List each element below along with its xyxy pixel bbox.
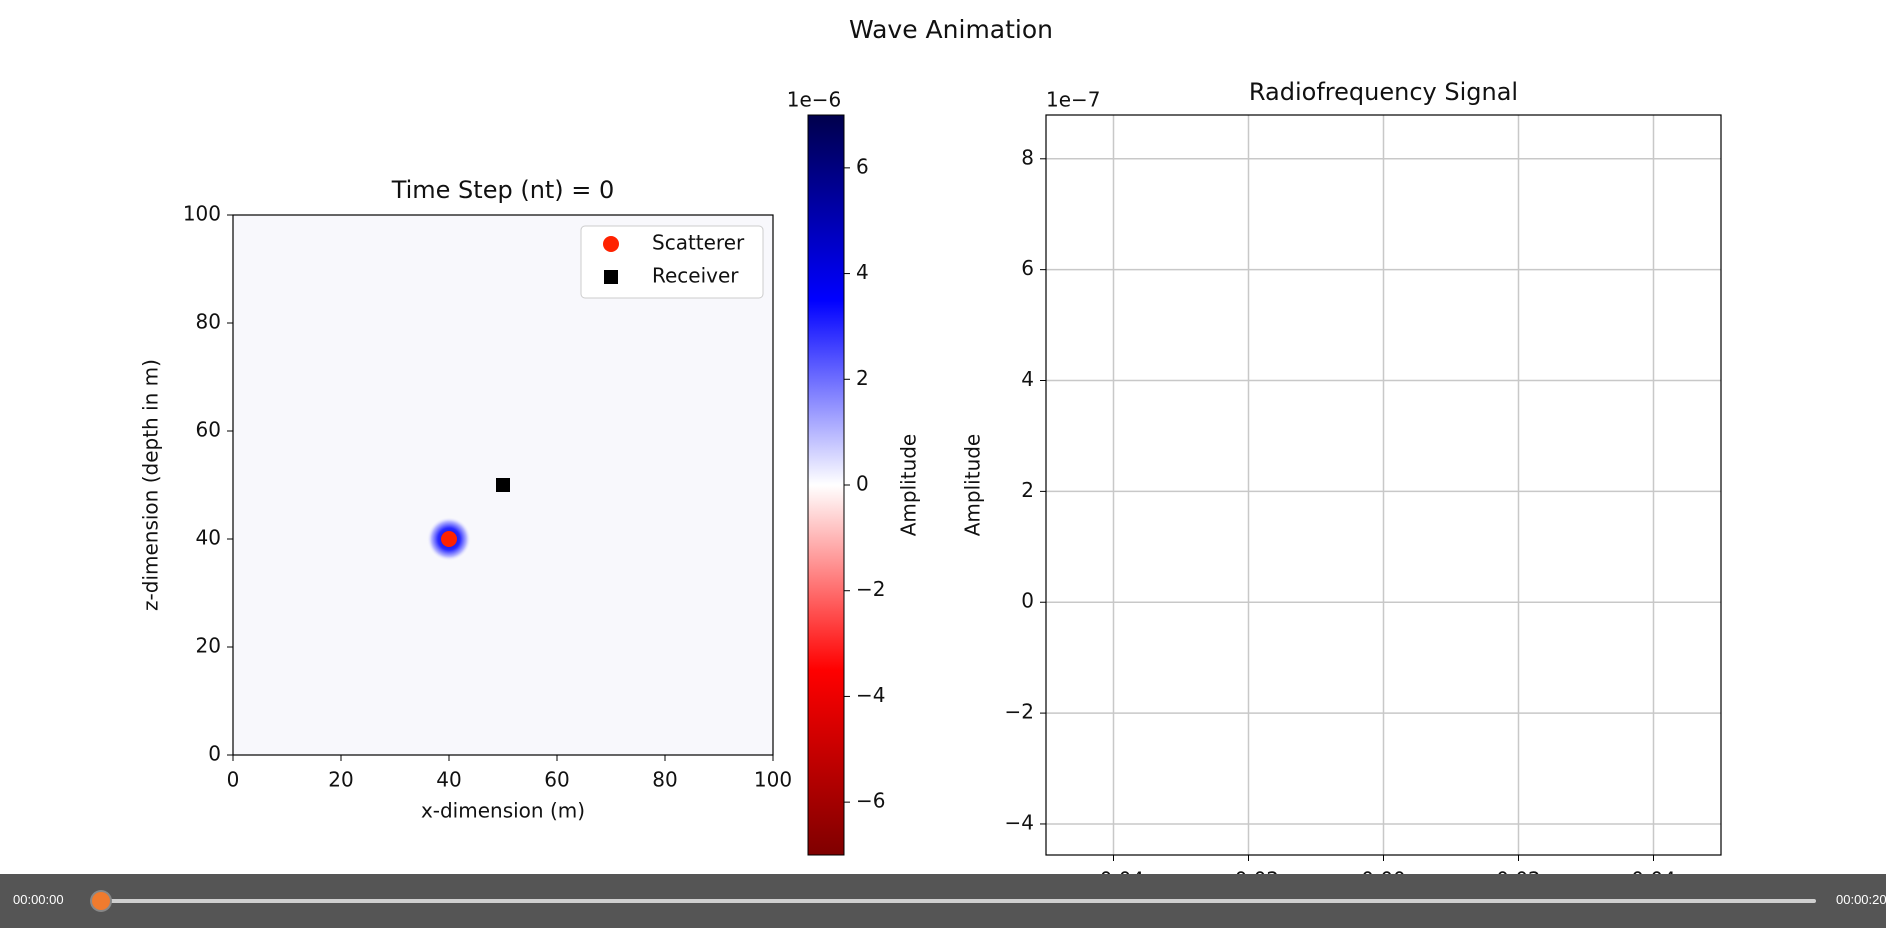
colorbar-offset: 1e−6	[787, 88, 842, 112]
x-tick-label: 100	[754, 768, 792, 792]
x-axis-label: x-dimension (m)	[421, 799, 585, 823]
legend-label: Scatterer	[652, 231, 745, 255]
current-time: 00:00:00	[13, 892, 64, 907]
scatterer	[441, 531, 457, 547]
figure-title: Wave Animation	[849, 15, 1053, 44]
y-tick-label: 0	[208, 742, 221, 766]
x-tick-label: 40	[436, 768, 461, 792]
legend-box	[580, 225, 764, 299]
receiver	[496, 478, 510, 492]
y-tick-label: −2	[1005, 700, 1034, 724]
x-tick-label: 0.00	[1361, 868, 1406, 875]
y-tick-label: 4	[1021, 367, 1034, 391]
y-offset-label: 1e−7	[1046, 88, 1101, 112]
y-tick-label: 2	[1021, 478, 1034, 502]
colorbar-tick-label: 0	[856, 472, 869, 496]
y-tick-label: 40	[196, 526, 221, 550]
colorbar-tick-label: 4	[856, 260, 869, 284]
y-tick-label: 20	[196, 634, 221, 658]
y-tick-label: 60	[196, 418, 221, 442]
colorbar-tick-label: 6	[856, 154, 869, 178]
legend-marker	[604, 270, 618, 284]
axes-frame	[1045, 114, 1722, 856]
x-tick-label: −0.02	[1218, 868, 1279, 875]
x-tick-label: 80	[652, 768, 677, 792]
colorbar	[807, 114, 845, 856]
axes-title: Time Step (nt) = 0	[391, 176, 615, 204]
axes-title: Radiofrequency Signal	[1249, 78, 1518, 106]
figure: Wave Animation 0 20 40 60 80 100020406080100T…	[139, 15, 1722, 875]
y-tick-label: −4	[1005, 810, 1034, 834]
x-tick-label: −0.04	[1083, 868, 1144, 875]
colorbar-tick-label: −6	[856, 789, 885, 813]
seek-knob[interactable]	[92, 892, 110, 910]
y-tick-label: 100	[183, 202, 221, 226]
y-tick-label: 80	[196, 310, 221, 334]
y-tick-label: 6	[1021, 256, 1034, 280]
legend-label: Receiver	[652, 264, 739, 288]
seek-bar[interactable]	[101, 899, 1816, 903]
colorbar-tick-label: 2	[856, 366, 869, 390]
y-tick-label: 0	[1021, 589, 1034, 613]
x-tick-label: 0.02	[1496, 868, 1541, 875]
y-axis-label: z-dimension (depth in m)	[139, 359, 163, 611]
end-time: 00:00:20	[1836, 892, 1886, 907]
colorbar-tick-label: −4	[856, 683, 885, 707]
video-player: 00:00:00 00:00:20	[0, 874, 1886, 928]
x-tick-label: 20	[328, 768, 353, 792]
y-tick-label: 8	[1021, 145, 1034, 169]
legend-marker	[603, 236, 619, 252]
x-tick-label: 0	[227, 768, 240, 792]
axes-frame	[232, 214, 774, 756]
colorbar-tick-label: −2	[856, 577, 885, 601]
x-tick-label: 0.04	[1631, 868, 1676, 875]
colorbar-label: Amplitude	[897, 434, 921, 537]
y-axis-label: Amplitude	[961, 434, 985, 537]
x-tick-label: 60	[544, 768, 569, 792]
